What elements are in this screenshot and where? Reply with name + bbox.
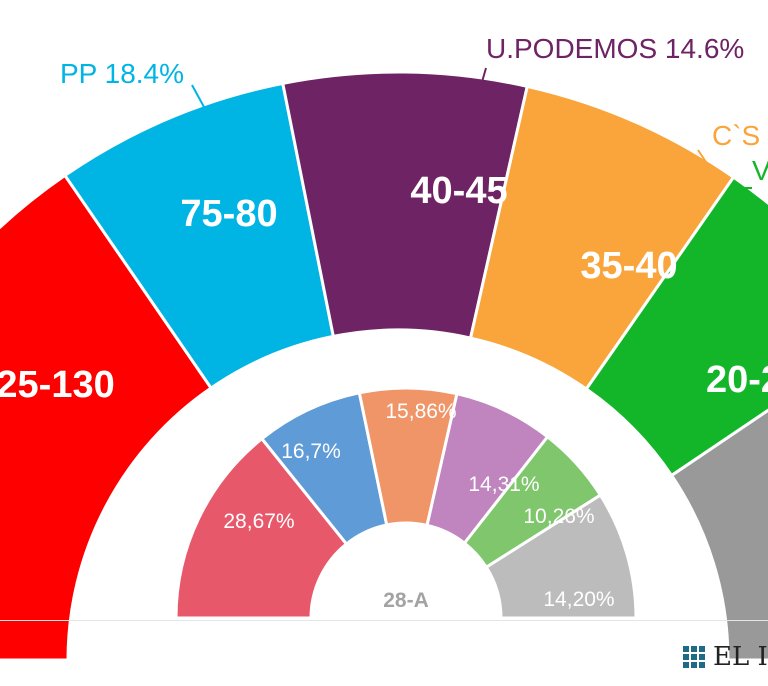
- previous-result-label-5: 10,26%: [523, 505, 594, 528]
- vote-share-c-s: C`S: [712, 120, 760, 151]
- leader-line-pp: [191, 84, 205, 108]
- projected-seats-labels: 125-130 75-80 40-45 35-40 20-2: [0, 170, 768, 406]
- previous-result-label-2: 16,7%: [281, 440, 341, 463]
- vote-share-v: V: [752, 155, 768, 186]
- seat-segment-otros: [669, 408, 768, 662]
- logo-text: EL IN: [713, 642, 768, 672]
- previous-result-label-3: 15,86%: [385, 400, 456, 423]
- logo-grid-icon: [683, 646, 705, 668]
- election-date-label: 28-A: [383, 589, 429, 612]
- seat-segment-psoe: [0, 173, 214, 662]
- leader-line-v: [740, 187, 761, 206]
- seat-range-v: 20-2: [706, 359, 768, 401]
- previous-result-label-6: 14,20%: [543, 588, 614, 611]
- leader-line-u-podemos: [481, 67, 487, 83]
- vote-share-pp: PP 18.4%: [60, 58, 184, 89]
- newspaper-logo: EL IN: [683, 642, 768, 672]
- seat-range-pp: 75-80: [180, 193, 277, 235]
- vote-share-u-podemos: U.PODEMOS 14.6%: [486, 33, 744, 64]
- vote-share-labels: PP 18.4% U.PODEMOS 14.6% C`S V: [60, 33, 768, 206]
- seat-range-psoe: 125-130: [0, 364, 115, 406]
- previous-result-segment-1: [174, 436, 349, 620]
- seat-segment-v: [584, 175, 768, 478]
- projected-seats-ring: [0, 70, 768, 662]
- previous-results-labels: 28,67% 16,7% 15,86% 14,31% 10,26% 14,20%: [223, 400, 614, 611]
- previous-results-ring: [174, 386, 638, 620]
- leader-line-c-s: [697, 149, 709, 166]
- footer-divider: [0, 620, 768, 621]
- seat-range-u-podemos: 40-45: [410, 170, 507, 212]
- previous-result-label-4: 14,31%: [468, 473, 539, 496]
- previous-result-segment-6: [484, 493, 638, 620]
- previous-result-label-1: 28,67%: [223, 510, 294, 533]
- seat-range-c-s: 35-40: [580, 245, 677, 287]
